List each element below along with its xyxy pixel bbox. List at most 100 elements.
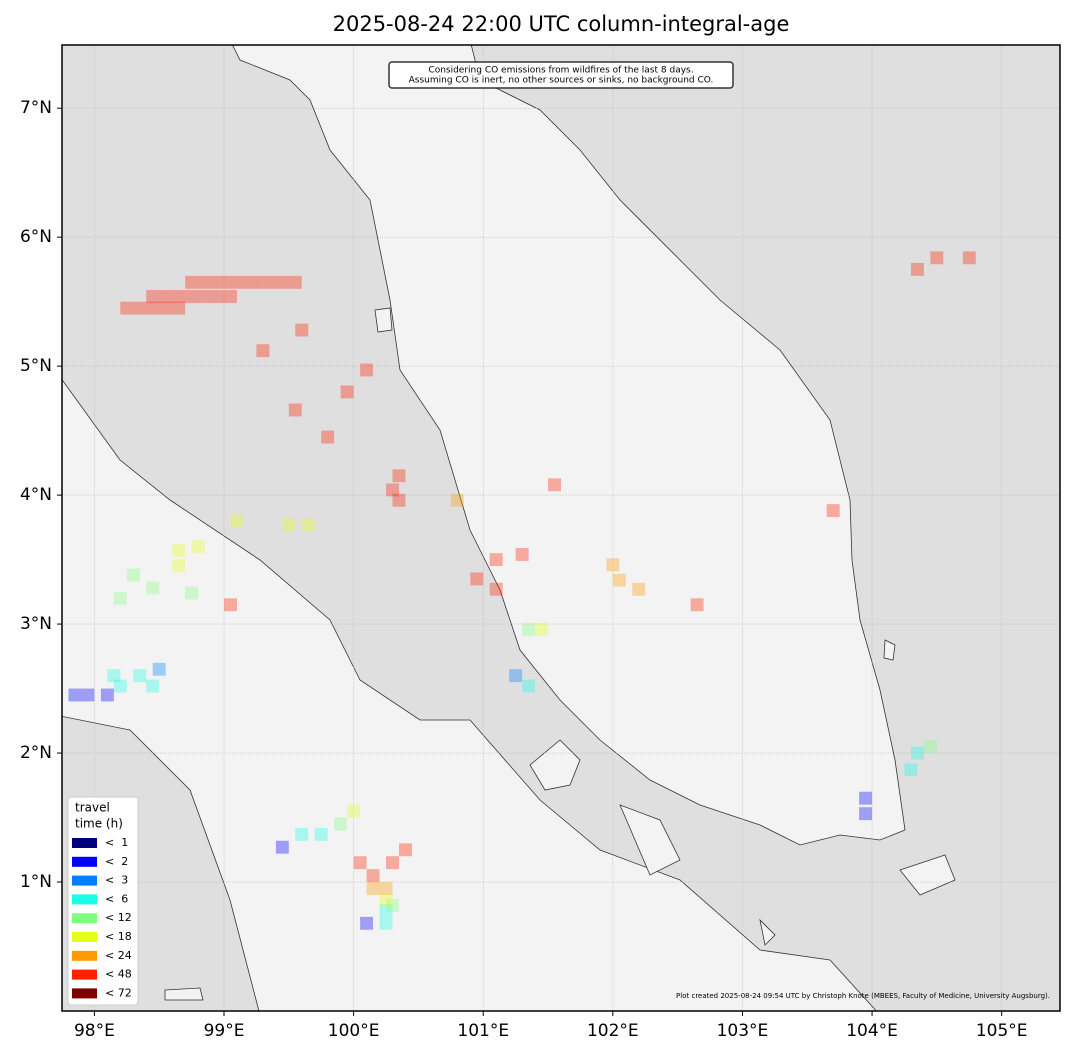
plume-cell xyxy=(126,568,140,582)
plume-cell xyxy=(930,251,944,265)
plume-cell xyxy=(962,251,976,265)
plume-cell xyxy=(146,679,160,693)
plume-cell xyxy=(522,622,536,636)
island xyxy=(619,804,681,876)
plume-cell xyxy=(360,363,374,377)
plume-cell xyxy=(347,804,361,818)
legend-swatch xyxy=(72,913,97,924)
legend-label: < 48 xyxy=(105,968,132,981)
plume-cell xyxy=(262,275,276,289)
plume-cell xyxy=(113,679,127,693)
plume-cell xyxy=(282,518,296,532)
plume-cells xyxy=(68,251,976,930)
x-tick-label: 100°E xyxy=(328,1021,380,1041)
y-tick-label: 3°N xyxy=(20,614,52,634)
plume-cell xyxy=(191,540,205,554)
legend-swatch xyxy=(72,969,97,980)
plume-cell xyxy=(522,679,536,693)
plume-cell xyxy=(548,478,561,492)
plume-cell xyxy=(353,856,367,870)
plume-cell xyxy=(515,547,529,561)
plume-cell xyxy=(107,669,121,683)
island xyxy=(374,307,393,333)
plume-cell xyxy=(256,344,270,358)
legend-label: < 6 xyxy=(105,892,128,905)
plume-cell xyxy=(398,843,412,857)
plume-cell xyxy=(859,791,873,805)
plume-cell xyxy=(386,483,399,497)
plume-cell xyxy=(100,688,114,702)
plume-cell xyxy=(224,290,237,303)
plume-cell xyxy=(923,740,937,754)
plume-cell xyxy=(295,323,309,337)
y-tick-label: 1°N xyxy=(20,872,52,892)
plume-cell xyxy=(172,290,186,303)
plume-cell xyxy=(133,301,147,315)
plume-cell xyxy=(172,559,186,573)
plume-cell xyxy=(172,301,186,315)
plume-cell xyxy=(172,544,186,558)
plume-cell xyxy=(152,662,166,676)
legend-swatch xyxy=(72,932,97,942)
plume-cell xyxy=(859,807,873,821)
legend: < 1 < 2 < 3 < 6 < 12 < 18 < 24 < 48 < 72 xyxy=(72,836,132,999)
legend-label: < 24 xyxy=(105,949,132,962)
plume-cell xyxy=(81,688,95,702)
legend-label: < 2 xyxy=(105,855,128,868)
plume-cell xyxy=(288,275,302,289)
plume-cell xyxy=(249,275,263,289)
malay-peninsula xyxy=(232,45,906,846)
y-tick-label: 6°N xyxy=(20,227,52,247)
plume-cell xyxy=(489,582,503,596)
plume-cell xyxy=(334,817,348,831)
grid xyxy=(62,45,1060,1011)
annotation: Assuming CO is inert, no other sources o… xyxy=(409,76,714,86)
legend-label: < 18 xyxy=(105,930,132,943)
plume-cell xyxy=(113,591,127,605)
x-tick-label: 98°E xyxy=(74,1021,115,1041)
chart-title: 2025-08-24 22:00 UTC column-integral-age xyxy=(333,12,790,36)
plume-cell xyxy=(198,290,212,303)
plume-cell xyxy=(275,840,289,854)
legend-swatch xyxy=(72,856,97,867)
plume-cell xyxy=(366,882,380,895)
plume-cell xyxy=(535,622,549,636)
plot-frame xyxy=(61,44,1061,1012)
plume-cell xyxy=(224,275,237,289)
plume-cell xyxy=(392,493,406,507)
plume-cell xyxy=(489,553,503,567)
y-tick-label: 5°N xyxy=(20,356,52,376)
plume-cell xyxy=(366,869,380,883)
plume-cell xyxy=(612,573,626,587)
legend-label: < 1 xyxy=(105,836,128,849)
plume-cell xyxy=(159,290,173,303)
legend-title: time (h) xyxy=(75,817,123,831)
plume-cell xyxy=(146,301,160,315)
plume-cell xyxy=(68,688,82,702)
x-tick-label: 102°E xyxy=(587,1021,639,1041)
plume-cell xyxy=(185,290,199,303)
plume-cell xyxy=(295,827,309,841)
legend-swatch xyxy=(72,894,97,905)
plume-cell xyxy=(185,586,199,600)
x-tick-label: 101°E xyxy=(457,1021,509,1041)
sumatra xyxy=(62,379,877,1011)
plume-cell xyxy=(910,262,924,276)
plume-cell xyxy=(392,469,406,483)
plume-cell xyxy=(275,275,289,289)
plume-cell xyxy=(606,558,620,572)
legend-title: travel xyxy=(75,801,110,815)
plume-cell xyxy=(236,275,250,289)
legend-label: < 12 xyxy=(105,911,132,924)
plume-cell xyxy=(379,882,393,895)
plume-cell xyxy=(314,827,328,841)
plume-cell xyxy=(211,290,225,303)
island xyxy=(883,639,896,661)
legend-swatch xyxy=(72,838,97,848)
plume-cell xyxy=(301,518,315,532)
plume-cell xyxy=(120,301,134,315)
plume-cell xyxy=(198,275,212,289)
y-tick-label: 2°N xyxy=(20,743,52,763)
credit: Plot created 2025-08-24 09:54 UTC by Chr… xyxy=(676,992,1050,1000)
